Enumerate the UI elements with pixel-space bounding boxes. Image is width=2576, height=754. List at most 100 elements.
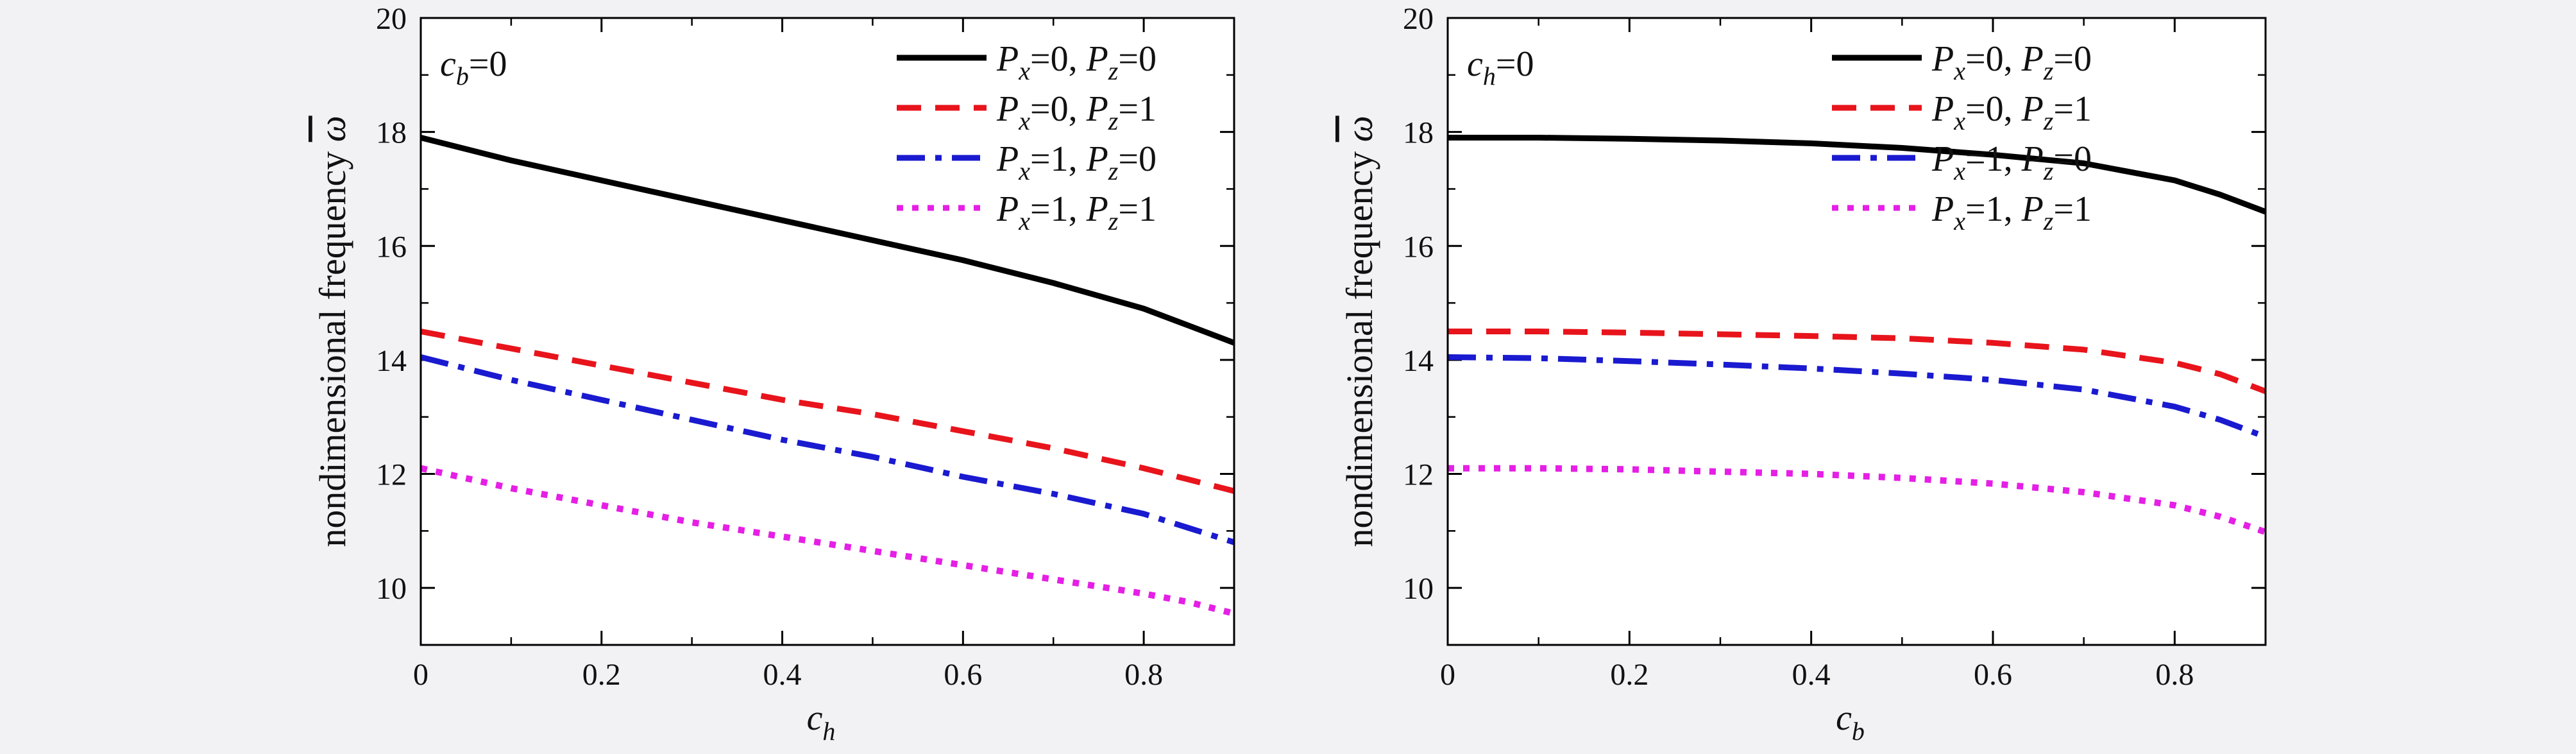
x-tick-label: 0.2 <box>1610 658 1648 692</box>
legend-label-2: Px=0, Pz=1 <box>1931 89 2092 135</box>
y-tick-label: 12 <box>376 458 407 492</box>
legend-sub: z <box>1108 56 1119 85</box>
legend-sub: z <box>2043 207 2054 236</box>
legend-eq: =0 <box>1118 39 1157 79</box>
legend-var: P <box>2021 139 2044 179</box>
y-axis-label: nondimensional frequency ω <box>312 116 353 547</box>
plot-frame <box>1446 17 2267 646</box>
annotation-sub: h <box>1483 62 1496 90</box>
legend-sub: x <box>1953 157 1965 185</box>
annotation-rest: =0 <box>469 44 507 84</box>
legend-eq: =0, <box>1030 39 1087 79</box>
panel-annotation: cb=0 <box>440 44 507 90</box>
x-tick-label: 0.4 <box>1792 658 1831 692</box>
y-tick-label: 10 <box>1403 572 1434 606</box>
x-axis-sub: h <box>822 717 835 746</box>
legend-eq: =0, <box>1030 89 1087 129</box>
legend-sub: x <box>1018 56 1030 85</box>
legend-sub: x <box>1953 207 1965 236</box>
legend-eq: =0 <box>2053 139 2092 179</box>
legend-sub: z <box>1108 157 1119 185</box>
x-axis-var: c <box>1836 698 1852 738</box>
x-axis-label: ch <box>807 698 836 746</box>
legend-sub: z <box>1108 207 1119 236</box>
legend-sub: z <box>2043 157 2054 185</box>
x-tick-label: 0.6 <box>1974 658 2012 692</box>
legend-eq: =0, <box>1965 39 2022 79</box>
y-tick-label: 12 <box>1403 458 1434 492</box>
legend-sub: z <box>2043 107 2054 135</box>
legend-var: P <box>1086 139 1108 179</box>
y-axis-symbol: ω <box>312 116 353 142</box>
legend-label-1: Px=0, Pz=0 <box>996 39 1157 85</box>
legend-eq: =1 <box>1118 189 1157 229</box>
legend-var: P <box>1086 89 1108 129</box>
legend-label-1: Px=0, Pz=0 <box>1931 39 2092 85</box>
legend-var: P <box>2021 89 2044 129</box>
legend-label-3: Px=1, Pz=0 <box>1931 139 2092 185</box>
x-tick-label: 0.2 <box>582 658 621 692</box>
legend-sub: x <box>1018 207 1030 236</box>
legend-var: P <box>1931 89 1954 129</box>
legend-var: P <box>1931 189 1954 229</box>
x-axis-label: cb <box>1836 698 1865 746</box>
x-axis-sub: b <box>1852 717 1865 746</box>
series-line-2 <box>420 329 1235 494</box>
y-axis-text: nondimensional frequency <box>1339 142 1380 547</box>
legend-var: P <box>2021 39 2044 79</box>
series-line-2 <box>1448 329 2267 395</box>
series-line-1 <box>419 135 1235 346</box>
annotation-rest: =0 <box>1496 44 1534 84</box>
legend-sub: x <box>1953 56 1965 85</box>
legend-sub: z <box>2043 56 2054 85</box>
y-axis-symbol: ω <box>1339 116 1380 142</box>
annotation-var: c <box>440 44 456 84</box>
y-tick-label: 20 <box>1403 2 1434 36</box>
legend-var: P <box>1931 139 1954 179</box>
legend-var: P <box>1086 39 1108 79</box>
y-tick-label: 18 <box>1403 116 1434 150</box>
legend-label-4: Px=1, Pz=1 <box>996 189 1157 236</box>
legend-eq: =0, <box>1965 89 2022 129</box>
x-tick-label: 0 <box>1440 658 1455 692</box>
y-tick-label: 10 <box>376 572 407 606</box>
series-line-3 <box>419 354 1235 545</box>
legend-eq: =0 <box>2053 39 2092 79</box>
x-tick-label: 0.6 <box>944 658 982 692</box>
y-axis-label: nondimensional frequency ω <box>1339 116 1380 547</box>
legend-var: P <box>996 89 1019 129</box>
legend-label-2: Px=0, Pz=1 <box>996 89 1157 135</box>
y-tick-label: 14 <box>1403 344 1434 378</box>
legend-var: P <box>996 139 1019 179</box>
legend-eq: =1 <box>2053 89 2092 129</box>
x-tick-label: 0.8 <box>1124 658 1163 692</box>
x-tick-label: 0.8 <box>2155 658 2194 692</box>
legend-eq: =1, <box>1965 139 2022 179</box>
y-tick-label: 16 <box>1403 230 1434 264</box>
x-axis-var: c <box>807 698 823 738</box>
series-line-1 <box>1448 135 2267 215</box>
y-tick-label: 20 <box>376 2 407 36</box>
plot-area <box>421 18 1234 645</box>
y-tick-label: 14 <box>376 344 407 378</box>
legend-var: P <box>2021 189 2044 229</box>
y-tick-label: 16 <box>376 230 407 264</box>
legend-eq: =1 <box>2053 189 2092 229</box>
legend-var: P <box>996 189 1019 229</box>
legend-sub: z <box>1108 107 1119 135</box>
x-tick-label: 0 <box>413 658 428 692</box>
legend-label-3: Px=1, Pz=0 <box>996 139 1157 185</box>
legend-eq: =1, <box>1030 139 1087 179</box>
y-axis-text: nondimensional frequency <box>312 142 353 547</box>
plot-frame <box>419 17 1235 646</box>
legend-eq: =1, <box>1965 189 2022 229</box>
legend-var: P <box>1086 189 1108 229</box>
legend-eq: =0 <box>1118 139 1157 179</box>
panel-annotation: ch=0 <box>1467 44 1534 90</box>
legend-label-4: Px=1, Pz=1 <box>1931 189 2092 236</box>
legend-var: P <box>1931 39 1954 79</box>
legend-eq: =1 <box>1118 89 1157 129</box>
